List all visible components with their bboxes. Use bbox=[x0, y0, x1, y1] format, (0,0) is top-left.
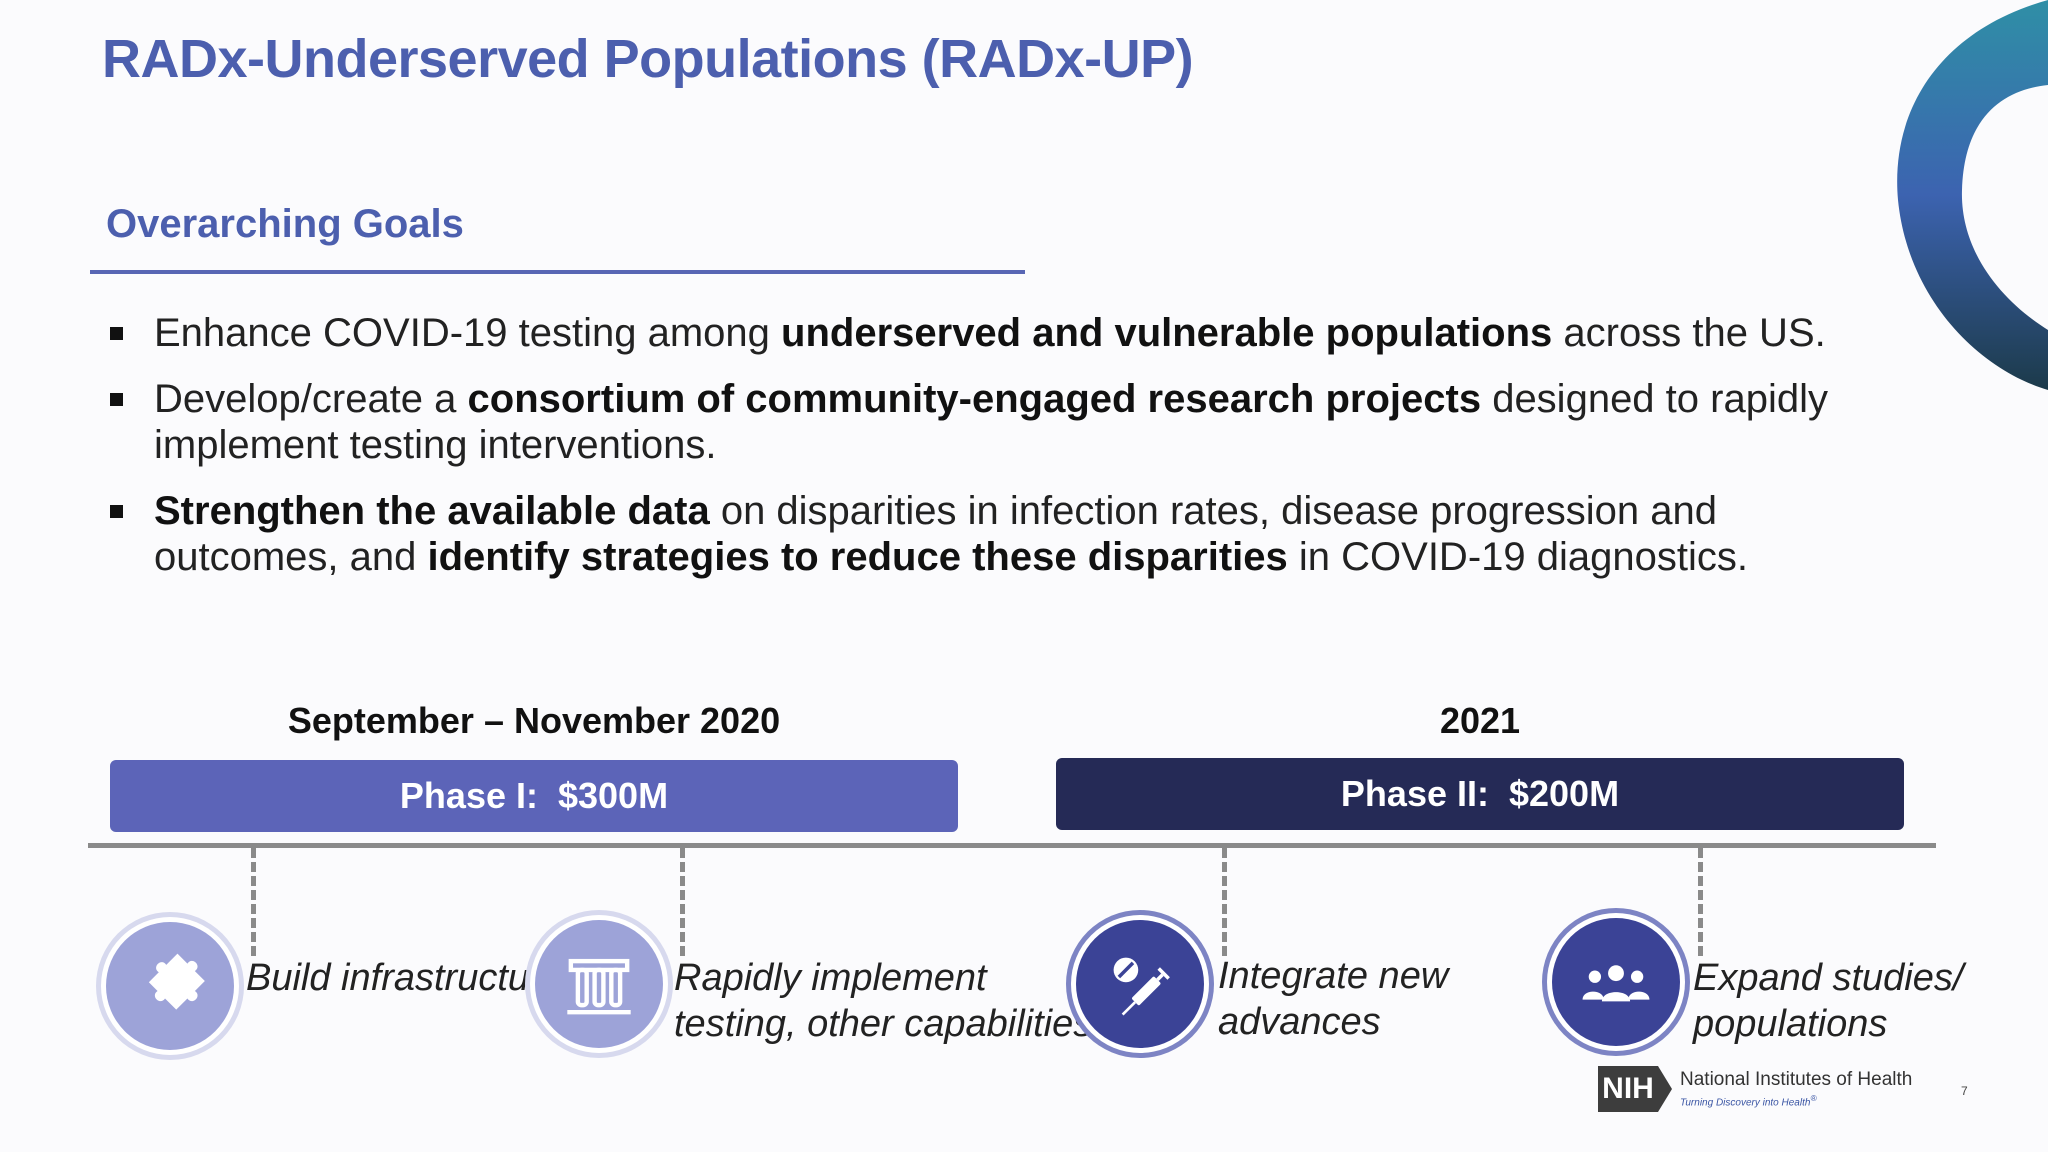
timeline-tick bbox=[1698, 848, 1703, 956]
goal-text: Enhance COVID-19 testing among bbox=[154, 311, 782, 355]
milestone-label: Build infrastructure bbox=[246, 957, 563, 999]
goal-text: on disparities in infection rates, disea… bbox=[154, 489, 1717, 579]
phase-1-date: September – November 2020 bbox=[287, 700, 781, 741]
syringe-pill-icon bbox=[1076, 920, 1204, 1048]
milestone-label-line: Rapidly implement bbox=[674, 957, 987, 999]
goal-item: Enhance COVID-19 testing among underserv… bbox=[108, 310, 1868, 356]
goal-text: Develop/create a bbox=[154, 377, 468, 421]
tagline: Turning Discovery into Health® bbox=[1680, 1093, 1912, 1108]
goal-text: across the US. bbox=[1552, 311, 1826, 355]
phase-2-label: Phase II: $200M bbox=[1340, 773, 1620, 814]
section-divider bbox=[90, 270, 1025, 274]
timeline-tick bbox=[1222, 848, 1227, 956]
goal-text-bold: Strengthen the available data bbox=[154, 489, 710, 533]
decorative-corner-arc bbox=[1897, 0, 2048, 390]
goal-item: Develop/create a consortium of community… bbox=[108, 376, 1868, 468]
milestone-label-line: populations bbox=[1693, 1003, 1888, 1045]
timeline-tick bbox=[680, 848, 685, 956]
registered-mark: ® bbox=[1810, 1093, 1817, 1104]
goal-text-bold: consortium of community-engaged research… bbox=[467, 377, 1482, 421]
milestone-label: Integrate new advances bbox=[1218, 953, 1448, 1045]
org-name: National Institutes of Health bbox=[1680, 1069, 1913, 1091]
page-number: 7 bbox=[1961, 1084, 1968, 1098]
people-group-icon bbox=[1552, 918, 1680, 1046]
milestone-label: Rapidly implement testing, other capabil… bbox=[674, 955, 1092, 1047]
goal-text-bold: identify strategies to reduce these disp… bbox=[427, 535, 1288, 579]
phase-2-bar: Phase II: $200M bbox=[1056, 758, 1904, 830]
timeline-line bbox=[88, 843, 1936, 848]
milestone-label-line: testing, other capabilities bbox=[674, 1003, 1093, 1045]
nih-text: National Institutes of Health Turning Di… bbox=[1680, 1069, 1912, 1108]
goals-list: Enhance COVID-19 testing among underserv… bbox=[108, 310, 1868, 600]
milestone-label-line: advances bbox=[1218, 1001, 1381, 1043]
milestone-label: Expand studies/ populations bbox=[1693, 955, 1963, 1047]
goal-text: designed to rapidly implement testing in… bbox=[154, 377, 1828, 467]
puzzle-icon bbox=[106, 922, 234, 1050]
chevron-right-icon bbox=[1658, 1066, 1672, 1112]
bullet-icon bbox=[110, 327, 123, 340]
phase-1-label: Phase I: $300M bbox=[399, 775, 669, 816]
nih-logo: NIH National Institutes of Health Turnin… bbox=[1598, 1066, 1912, 1112]
tagline-text: Turning Discovery into Health bbox=[1680, 1097, 1811, 1109]
timeline-tick bbox=[251, 848, 256, 956]
milestone-label-line: Expand studies/ bbox=[1693, 957, 1964, 999]
nih-logo-box: NIH bbox=[1598, 1066, 1658, 1112]
goal-text-bold: underserved and vulnerable populations bbox=[781, 311, 1553, 355]
phase-2-date: 2021 bbox=[1439, 700, 1521, 741]
slide-title: RADx-Underserved Populations (RADx-UP) bbox=[102, 29, 1194, 89]
goal-text: in COVID-19 diagnostics. bbox=[1287, 535, 1748, 579]
milestone-label-line: Integrate new bbox=[1218, 955, 1449, 997]
phase-1-bar: Phase I: $300M bbox=[110, 760, 958, 832]
test-tubes-icon bbox=[535, 920, 663, 1048]
section-heading: Overarching Goals bbox=[106, 202, 464, 246]
bullet-icon bbox=[110, 505, 123, 518]
bullet-icon bbox=[110, 393, 123, 406]
goal-item: Strengthen the available data on dispari… bbox=[108, 488, 1868, 580]
